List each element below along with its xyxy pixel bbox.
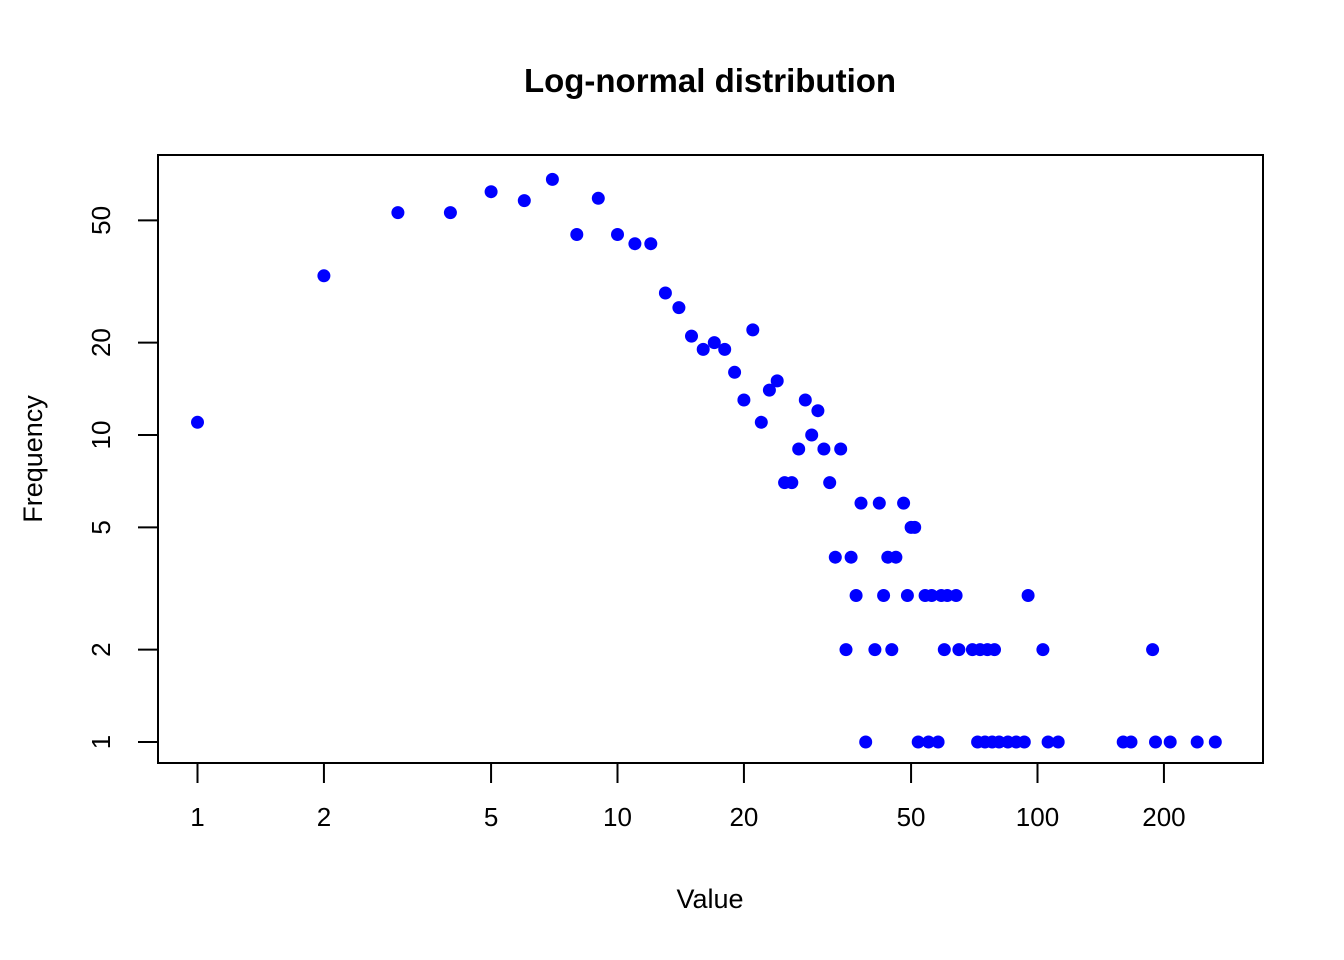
data-point <box>844 550 858 564</box>
data-point <box>805 428 819 442</box>
data-point <box>872 496 886 510</box>
data-point <box>762 383 776 397</box>
y-tick-label: 50 <box>86 206 116 235</box>
data-point <box>1208 735 1222 749</box>
data-point <box>949 589 963 602</box>
data-point <box>911 735 925 749</box>
data-point <box>798 393 812 407</box>
data-point <box>1017 735 1031 749</box>
data-point <box>900 589 914 602</box>
data-point <box>849 589 863 602</box>
data-point <box>823 476 837 490</box>
data-point <box>1041 735 1055 749</box>
data-point <box>889 550 903 564</box>
data-point <box>517 194 531 208</box>
x-tick-label: 1 <box>190 802 204 832</box>
x-axis-tick-labels: 1 2 5 10 20 50 100 200 <box>190 802 1185 832</box>
y-tick-label: 2 <box>86 642 116 656</box>
y-tick-label: 20 <box>86 328 116 357</box>
x-tick-label: 20 <box>729 802 758 832</box>
x-tick-label: 50 <box>897 802 926 832</box>
data-point <box>1124 735 1138 749</box>
data-point <box>1021 589 1035 602</box>
data-point <box>391 206 405 220</box>
data-point <box>591 191 605 205</box>
data-point <box>811 404 825 418</box>
data-point <box>611 228 624 241</box>
data-point <box>877 589 891 602</box>
data-point <box>937 643 951 657</box>
chart-title: Log-normal distribution <box>524 62 896 99</box>
data-point <box>785 476 799 490</box>
data-points <box>191 172 1222 749</box>
data-point <box>1163 735 1177 749</box>
data-point <box>828 550 842 564</box>
y-axis-label: Frequency <box>18 395 48 523</box>
data-point <box>885 643 899 657</box>
data-point <box>746 323 760 337</box>
data-point <box>897 496 911 510</box>
data-point <box>737 393 751 407</box>
data-point <box>859 735 873 749</box>
data-point <box>925 589 939 602</box>
x-axis-ticks <box>196 763 1165 783</box>
data-point <box>952 643 966 657</box>
data-point <box>545 172 559 186</box>
data-point <box>1146 643 1160 657</box>
data-point <box>868 643 882 657</box>
data-point <box>644 237 658 251</box>
data-point <box>628 237 642 251</box>
y-tick-label: 5 <box>86 520 116 534</box>
x-tick-label: 10 <box>603 802 632 832</box>
data-point <box>570 228 584 241</box>
x-tick-label: 5 <box>484 802 498 832</box>
data-point <box>1149 735 1162 749</box>
data-point <box>696 342 710 356</box>
data-point <box>317 269 331 283</box>
x-tick-label: 100 <box>1016 802 1059 832</box>
data-point <box>817 442 831 456</box>
y-axis-ticks <box>138 219 158 743</box>
data-point <box>770 374 784 388</box>
data-point <box>922 735 935 749</box>
data-point <box>728 365 742 379</box>
plot-border <box>157 154 1264 764</box>
y-tick-label: 1 <box>86 735 116 749</box>
data-point <box>685 329 698 343</box>
data-point <box>672 301 686 315</box>
data-point <box>754 415 768 429</box>
data-point <box>1051 735 1065 749</box>
data-point <box>792 442 806 456</box>
data-point <box>908 520 922 534</box>
data-point <box>443 206 457 220</box>
data-point <box>834 442 848 456</box>
data-point <box>484 185 498 199</box>
data-point <box>839 643 853 657</box>
x-axis-label: Value <box>676 884 743 914</box>
data-point <box>718 342 732 356</box>
x-tick-label: 200 <box>1142 802 1185 832</box>
y-axis-tick-labels: 1 2 5 10 20 50 <box>86 206 116 749</box>
data-point <box>1190 735 1204 749</box>
data-point <box>1036 643 1050 657</box>
y-tick-label: 10 <box>86 421 116 450</box>
data-point <box>988 643 1001 657</box>
data-point <box>658 286 672 300</box>
data-point <box>854 496 868 510</box>
data-point <box>191 415 204 429</box>
x-tick-label: 2 <box>317 802 331 832</box>
data-point <box>707 336 721 350</box>
data-point <box>931 735 945 749</box>
